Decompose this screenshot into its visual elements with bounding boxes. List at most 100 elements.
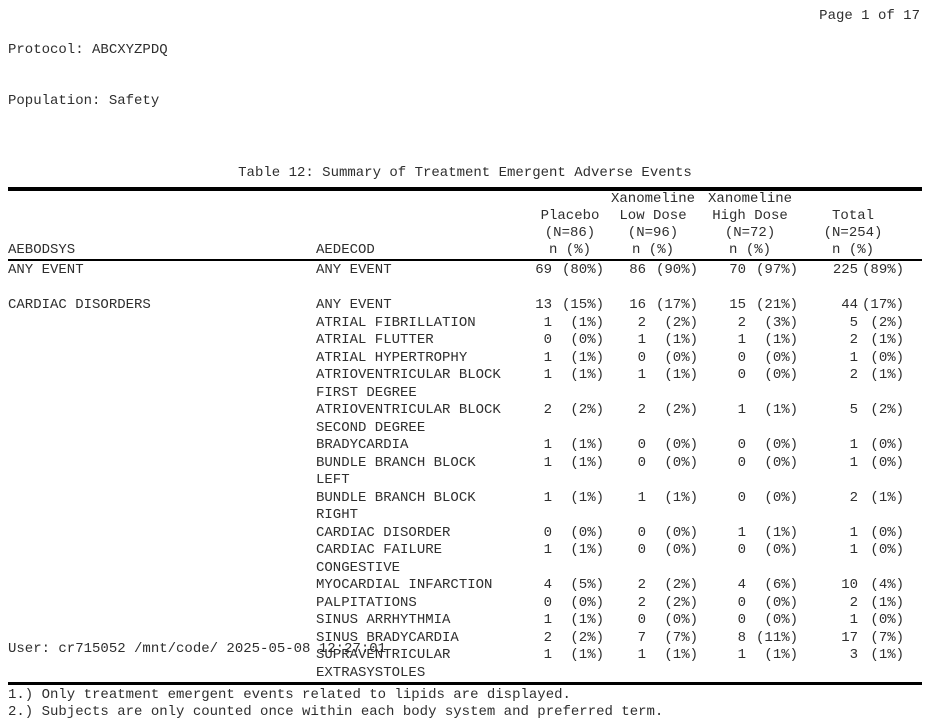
aedecod-cell: PALPITATIONS <box>316 594 417 611</box>
low-dose-n-cell: 16 <box>629 297 646 313</box>
placebo-pct-cell: (1%) <box>570 612 604 628</box>
low-dose-pct-cell: (1%) <box>664 647 699 663</box>
column-header-low-n: (N=96) <box>627 225 679 241</box>
high-dose-n-cell: 0 <box>737 454 747 471</box>
low-dose-n-cell: 0 <box>637 454 646 471</box>
high-dose-pct-cell: (21%) <box>756 297 799 313</box>
table-row: BUNDLE BRANCH BLOCK LEFT 1 (1%) 0 (0%) 0… <box>8 455 922 490</box>
filler-cell <box>906 332 922 350</box>
placebo-n-cell: 13 <box>535 297 552 313</box>
low-dose-n-cell: 1 <box>637 332 646 348</box>
total-pct-cell: (1%) <box>870 367 905 383</box>
placebo-pct-cell: (1%) <box>570 314 604 331</box>
population-label: Population: Safety <box>8 93 160 109</box>
aebodsys-cell <box>8 612 316 630</box>
placebo-pct-cell: (2%) <box>570 402 604 418</box>
aebodsys-cell <box>8 437 316 455</box>
total-n-cell: 1 <box>849 542 859 558</box>
filler-cell <box>906 630 922 648</box>
table-row: BUNDLE BRANCH BLOCK RIGHT 1 (1%) 1 (1%) … <box>8 490 922 525</box>
low-dose-n-cell: 2 <box>637 577 646 593</box>
footnotes: 1.) Only treatment emergent events relat… <box>8 687 922 721</box>
table-row: ATRIOVENTRICULAR BLOCK SECOND DEGREE 2 (… <box>8 402 922 437</box>
high-dose-pct-cell: (6%) <box>764 577 799 593</box>
aebodsys-cell <box>8 595 316 613</box>
low-dose-n-cell: 2 <box>637 594 646 611</box>
placebo-pct-cell: (5%) <box>570 577 604 593</box>
high-dose-n-cell: 2 <box>737 314 747 331</box>
aedecod-cell: ATRIAL FIBRILLATION <box>316 314 476 331</box>
table-row: SINUS ARRHYTHMIA 1 (1%) 0 (0%) 0 (0%) 1 … <box>8 612 922 630</box>
column-header-drug-total <box>800 189 906 208</box>
total-n-cell: 1 <box>849 349 859 366</box>
table-row: ATRIAL FLUTTER 0 (0%) 1 (1%) 1 (1%) 2 (1… <box>8 332 922 350</box>
placebo-pct-cell: (1%) <box>570 454 604 471</box>
placebo-n-cell: 69 <box>535 262 552 278</box>
footer-user-line: User: cr715052 /mnt/code/ 2025-05-08 12:… <box>8 641 387 657</box>
column-header-aebodsys: AEBODSYS <box>8 242 316 261</box>
low-dose-pct-cell: (2%) <box>664 577 699 593</box>
column-header-total: Total <box>832 208 875 224</box>
total-pct-cell: (1%) <box>870 332 905 348</box>
high-dose-n-cell: 70 <box>729 262 747 278</box>
total-n-cell: 2 <box>849 594 859 611</box>
column-header-drug-low: Xanomeline <box>611 191 696 207</box>
low-dose-n-cell: 1 <box>637 489 646 506</box>
aebodsys-cell <box>8 525 316 543</box>
high-dose-pct-cell: (0%) <box>764 489 799 506</box>
aedecod-cell: ANY EVENT <box>316 262 392 278</box>
low-dose-n-cell: 7 <box>637 629 646 646</box>
spacer-row <box>8 280 922 298</box>
total-n-cell: 17 <box>841 629 859 646</box>
placebo-pct-cell: (1%) <box>570 489 604 506</box>
low-dose-pct-cell: (0%) <box>664 349 699 366</box>
column-header-total-n: (N=254) <box>823 225 883 241</box>
table-title: Table 12: Summary of Treatment Emergent … <box>238 165 692 181</box>
filler-cell <box>906 350 922 368</box>
low-dose-pct-cell: (17%) <box>656 297 699 313</box>
spacer-cell <box>8 280 922 298</box>
high-dose-n-cell: 1 <box>737 647 747 663</box>
high-dose-pct-cell: (1%) <box>764 524 799 541</box>
high-dose-pct-cell: (97%) <box>756 262 799 278</box>
table-row: SINUS BRADYCARDIA 2 (2%) 7 (7%) 8 (11%) … <box>8 630 922 648</box>
high-dose-pct-cell: (3%) <box>764 314 799 331</box>
placebo-pct-cell: (0%) <box>570 332 604 348</box>
filler-cell <box>906 490 922 525</box>
low-dose-pct-cell: (2%) <box>664 402 699 418</box>
table-row: ANY EVENT ANY EVENT 69 (80%) 86 (90%) 70… <box>8 260 922 280</box>
header-blank <box>316 189 534 208</box>
low-dose-n-cell: 86 <box>629 262 646 278</box>
header-blank <box>8 189 316 208</box>
placebo-pct-cell: (0%) <box>570 594 604 611</box>
placebo-n-cell: 1 <box>543 454 552 471</box>
column-header-high-dose: High Dose <box>712 208 788 224</box>
low-dose-n-cell: 0 <box>637 437 646 453</box>
placebo-n-cell: 1 <box>543 349 552 366</box>
total-pct-cell: (0%) <box>870 612 905 628</box>
aedecod-cell: CARDIAC FAILURE CONGESTIVE <box>316 542 443 576</box>
placebo-pct-cell: (0%) <box>570 524 604 541</box>
placebo-n-cell: 0 <box>543 594 552 611</box>
low-dose-n-cell: 2 <box>637 402 646 418</box>
low-dose-n-cell: 1 <box>637 647 646 663</box>
placebo-n-cell: 0 <box>543 332 552 348</box>
aebodsys-cell <box>8 455 316 490</box>
total-pct-cell: (0%) <box>870 542 905 558</box>
placebo-pct-cell: (1%) <box>570 349 604 366</box>
placebo-n-cell: 2 <box>543 402 552 418</box>
table-row: BRADYCARDIA 1 (1%) 0 (0%) 0 (0%) 1 (0%) <box>8 437 922 455</box>
aedecod-cell: SINUS ARRHYTHMIA <box>316 612 451 628</box>
aebodsys-cell <box>8 490 316 525</box>
aedecod-cell: ATRIOVENTRICULAR BLOCK FIRST DEGREE <box>316 367 501 401</box>
total-n-cell: 44 <box>841 297 859 313</box>
high-dose-pct-cell: (1%) <box>764 402 799 418</box>
aebodsys-cell <box>8 367 316 402</box>
placebo-pct-cell: (1%) <box>570 542 604 558</box>
low-dose-n-cell: 0 <box>637 542 646 558</box>
total-n-cell: 3 <box>849 647 859 663</box>
aebodsys-cell <box>8 542 316 577</box>
column-header-drug-placebo <box>534 189 606 208</box>
placebo-pct-cell: (1%) <box>570 367 604 383</box>
high-dose-n-cell: 1 <box>737 332 747 348</box>
